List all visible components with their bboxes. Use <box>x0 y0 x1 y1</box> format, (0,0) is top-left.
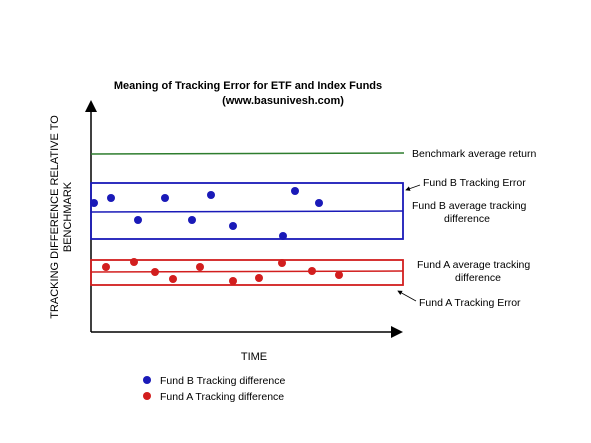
fund-a-tracking-error-box <box>90 259 404 286</box>
fund-a-avg-label-line1: Fund A average tracking <box>417 259 530 271</box>
fund-a-point <box>169 275 177 283</box>
fund-b-error-pointer <box>405 184 421 191</box>
fund-b-point <box>134 216 142 224</box>
legend-fund-a-marker <box>143 392 151 400</box>
diagram-title: Meaning of Tracking Error for ETF and In… <box>114 80 382 92</box>
fund-b-points <box>90 187 323 240</box>
fund-a-point <box>335 271 343 279</box>
fund-a-error-pointer <box>397 290 417 302</box>
benchmark-line <box>90 152 405 155</box>
fund-b-point <box>229 222 237 230</box>
fund-b-error-label: Fund B Tracking Error <box>423 177 526 189</box>
fund-b-average-line <box>90 210 404 213</box>
fund-a-point <box>102 263 110 271</box>
fund-b-avg-label-line2: difference <box>444 213 490 225</box>
legend: Fund B Tracking difference Fund A Tracki… <box>143 375 285 403</box>
fund-a-point <box>255 274 263 282</box>
x-axis-label: TIME <box>241 351 267 363</box>
fund-b-point <box>207 191 215 199</box>
fund-b-point <box>161 194 169 202</box>
benchmark-label: Benchmark average return <box>412 148 536 160</box>
legend-fund-b-label: Fund B Tracking difference <box>160 375 285 387</box>
fund-b-point <box>279 232 287 240</box>
fund-a-point <box>308 267 316 275</box>
fund-a-average-line <box>90 270 404 273</box>
fund-a-avg-label-line2: difference <box>455 272 501 284</box>
fund-b-point <box>107 194 115 202</box>
diagram-subtitle: (www.basunivesh.com) <box>222 95 344 107</box>
y-axis-label-line2: BENCHMARK <box>62 181 74 252</box>
fund-a-error-label: Fund A Tracking Error <box>419 297 521 309</box>
fund-a-point <box>196 263 204 271</box>
fund-b-point <box>90 199 98 207</box>
fund-b-point <box>188 216 196 224</box>
fund-b-point <box>291 187 299 195</box>
fund-a-points <box>102 258 343 285</box>
fund-a-point <box>130 258 138 266</box>
y-axis-label-line1: TRACKING DIFFERENCE RELATIVE TO <box>49 115 61 319</box>
fund-a-point <box>278 259 286 267</box>
legend-fund-a-label: Fund A Tracking difference <box>160 391 284 403</box>
fund-a-point <box>229 277 237 285</box>
fund-a-point <box>151 268 159 276</box>
fund-b-point <box>315 199 323 207</box>
legend-fund-b-marker <box>143 376 151 384</box>
fund-b-avg-label-line1: Fund B average tracking <box>412 200 527 212</box>
